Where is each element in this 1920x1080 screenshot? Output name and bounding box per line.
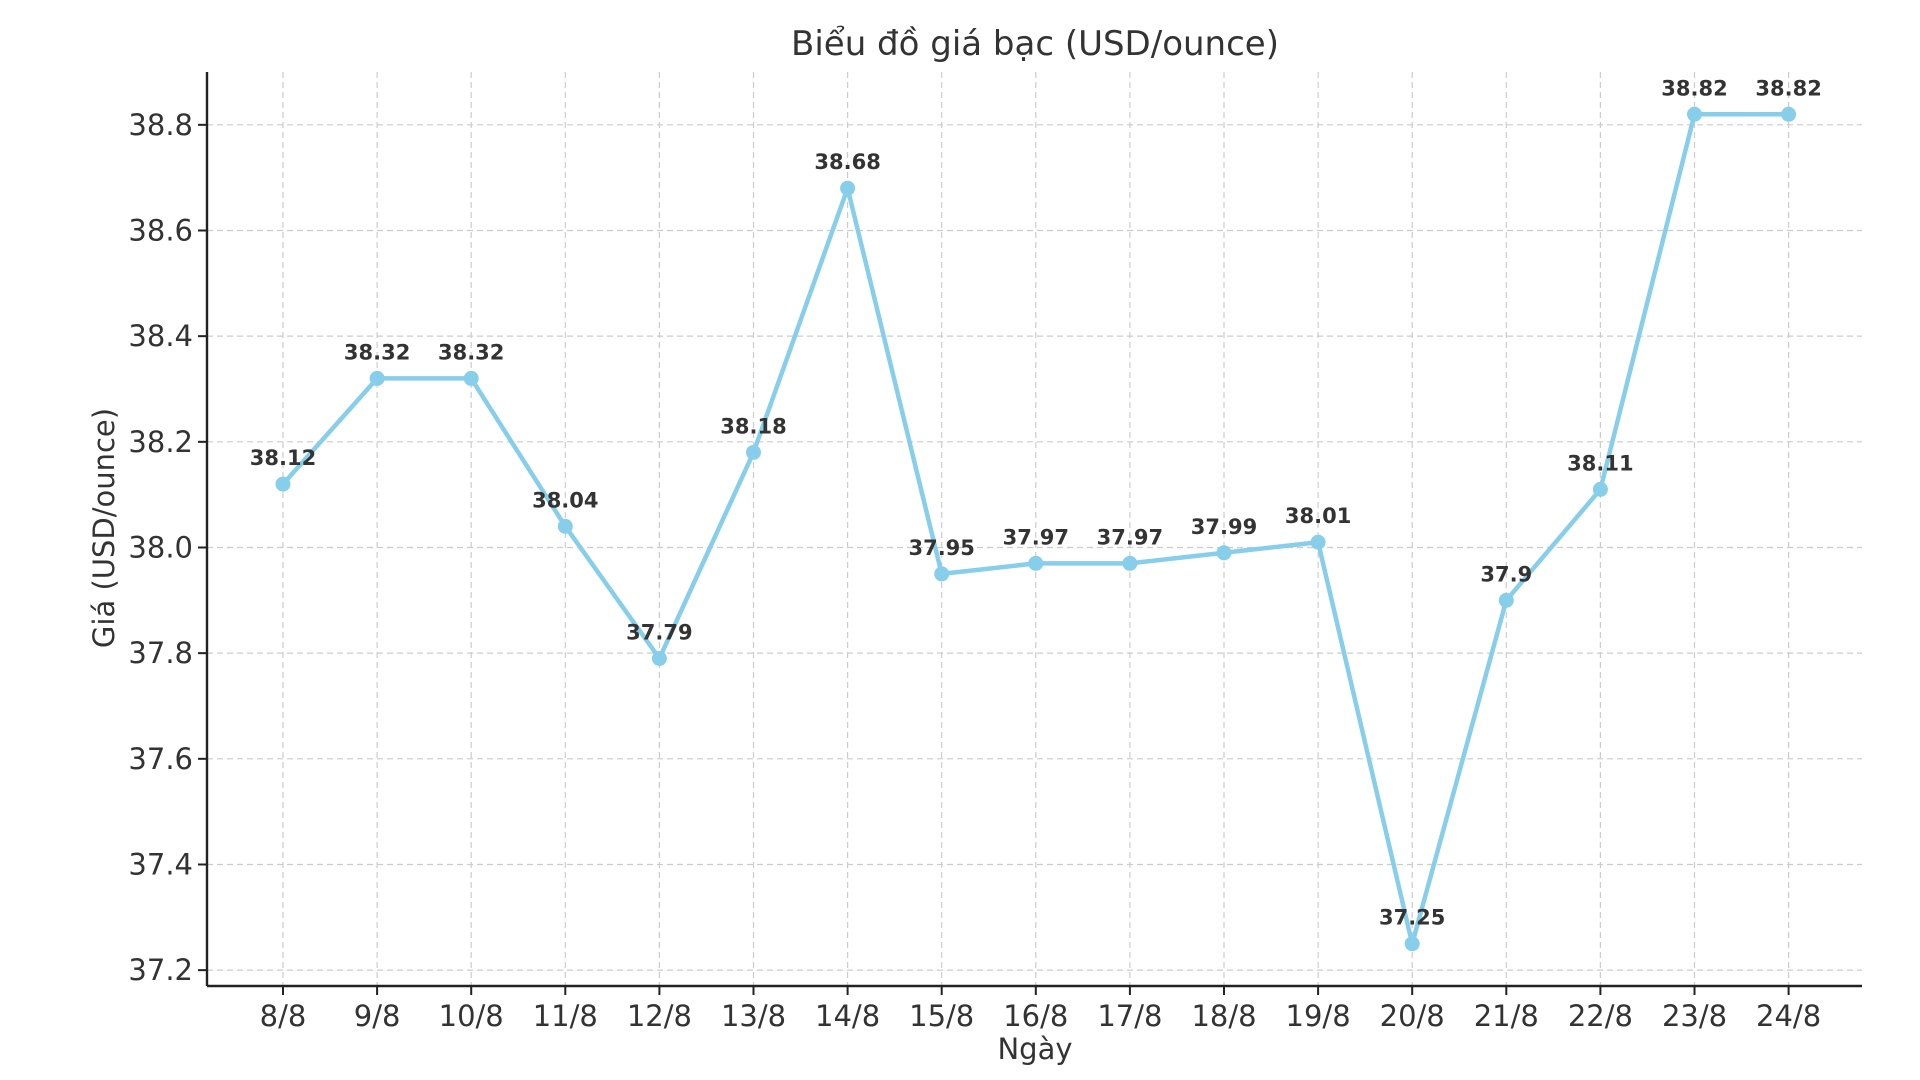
data-label: 37.97	[1003, 525, 1069, 549]
data-label: 38.32	[438, 340, 504, 364]
x-tick-label: 16/8	[1003, 999, 1068, 1033]
y-tick-label: 38.8	[128, 108, 193, 142]
data-label: 37.9	[1480, 562, 1532, 586]
y-tick-label: 37.8	[128, 636, 193, 670]
y-axis-title: Giá (USD/ounce)	[87, 408, 121, 648]
data-label: 37.97	[1097, 525, 1163, 549]
x-tick-label: 13/8	[721, 999, 786, 1033]
y-tick-label: 38.0	[128, 530, 193, 564]
data-label: 38.01	[1285, 504, 1351, 528]
x-tick-label: 19/8	[1286, 999, 1351, 1033]
data-label: 38.18	[720, 414, 786, 438]
data-point	[557, 518, 573, 534]
data-point	[1028, 555, 1044, 571]
data-point	[1404, 936, 1420, 952]
data-point	[651, 650, 667, 666]
x-tick-label: 15/8	[909, 999, 974, 1033]
chart-title: Biểu đồ giá bạc (USD/ounce)	[791, 24, 1279, 64]
data-point	[1498, 592, 1514, 608]
y-tick-label: 38.6	[128, 213, 193, 247]
data-point	[463, 370, 479, 386]
data-label: 38.32	[344, 340, 410, 364]
data-point	[1122, 555, 1138, 571]
x-tick-label: 17/8	[1097, 999, 1162, 1033]
x-tick-label: 24/8	[1756, 999, 1821, 1033]
y-tick-label: 38.4	[128, 319, 193, 353]
data-label: 38.04	[532, 488, 598, 512]
x-tick-label: 23/8	[1662, 999, 1727, 1033]
data-label: 38.82	[1755, 76, 1821, 100]
data-point	[369, 370, 385, 386]
y-tick-label: 37.4	[128, 847, 193, 881]
x-tick-label: 12/8	[627, 999, 692, 1033]
x-tick-label: 9/8	[354, 999, 401, 1033]
y-tick-label: 37.6	[128, 742, 193, 776]
grid	[207, 72, 1862, 986]
data-point	[1687, 106, 1702, 122]
data-label: 37.99	[1191, 515, 1257, 539]
data-point	[1310, 534, 1326, 550]
data-point	[1781, 106, 1797, 122]
x-axis-title: Ngày	[997, 1032, 1072, 1066]
axes	[198, 72, 1862, 995]
data-point	[746, 444, 761, 460]
data-label: 37.25	[1379, 906, 1445, 930]
x-tick-label: 8/8	[260, 999, 307, 1033]
y-tick-label: 38.2	[128, 425, 193, 459]
data-labels: 38.12 38.32 38.32 38.04 37.79 38.18 38.68 37.95…	[250, 76, 1822, 929]
data-point	[1216, 545, 1232, 561]
x-tick-label: 10/8	[439, 999, 504, 1033]
data-label: 38.11	[1567, 451, 1633, 475]
data-point	[1592, 481, 1608, 497]
x-tick-label: 11/8	[533, 999, 598, 1033]
data-label: 38.82	[1661, 76, 1727, 100]
series-line	[275, 106, 1797, 952]
tick-labels: 37.2 37.4 37.6 37.8 38.0 38.2 38.4 38.6 38.8 8/8 9…	[128, 108, 1821, 1033]
data-label: 37.79	[626, 620, 692, 644]
data-point	[840, 180, 856, 196]
x-tick-label: 20/8	[1380, 999, 1445, 1033]
x-tick-label: 14/8	[815, 999, 880, 1033]
data-label: 38.68	[814, 150, 880, 174]
data-point	[934, 566, 950, 582]
data-label: 37.95	[908, 536, 974, 560]
data-label: 38.12	[250, 446, 316, 470]
data-point	[275, 476, 291, 492]
x-tick-label: 21/8	[1474, 999, 1539, 1033]
x-tick-label: 22/8	[1568, 999, 1633, 1033]
x-tick-label: 18/8	[1191, 999, 1256, 1033]
y-tick-label: 37.2	[128, 953, 193, 987]
